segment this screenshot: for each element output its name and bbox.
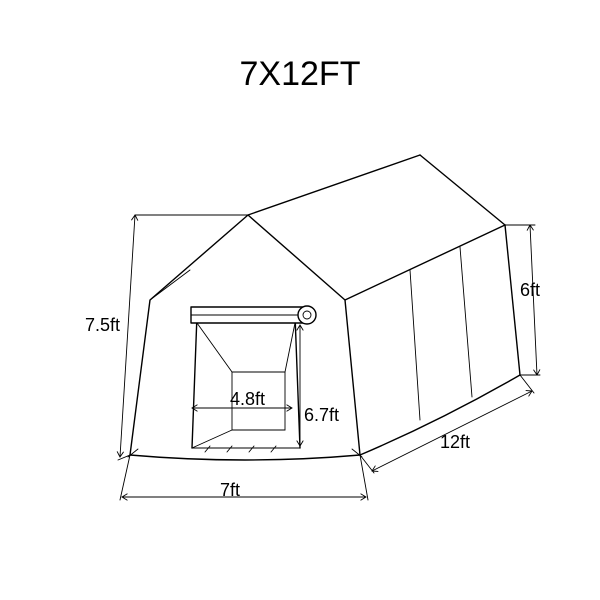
- label-width: 7ft: [220, 480, 240, 501]
- label-door-height: 6.7ft: [304, 405, 339, 426]
- tent-diagram-svg: [0, 0, 600, 600]
- label-side-height: 6ft: [520, 280, 540, 301]
- label-total-height: 7.5ft: [85, 315, 120, 336]
- label-door-width: 4.8ft: [230, 389, 265, 410]
- diagram-canvas: 7X12FT 7.5ft 7ft 4.8ft 6.7ft 12ft 6ft: [0, 0, 600, 600]
- label-length: 12ft: [440, 432, 470, 453]
